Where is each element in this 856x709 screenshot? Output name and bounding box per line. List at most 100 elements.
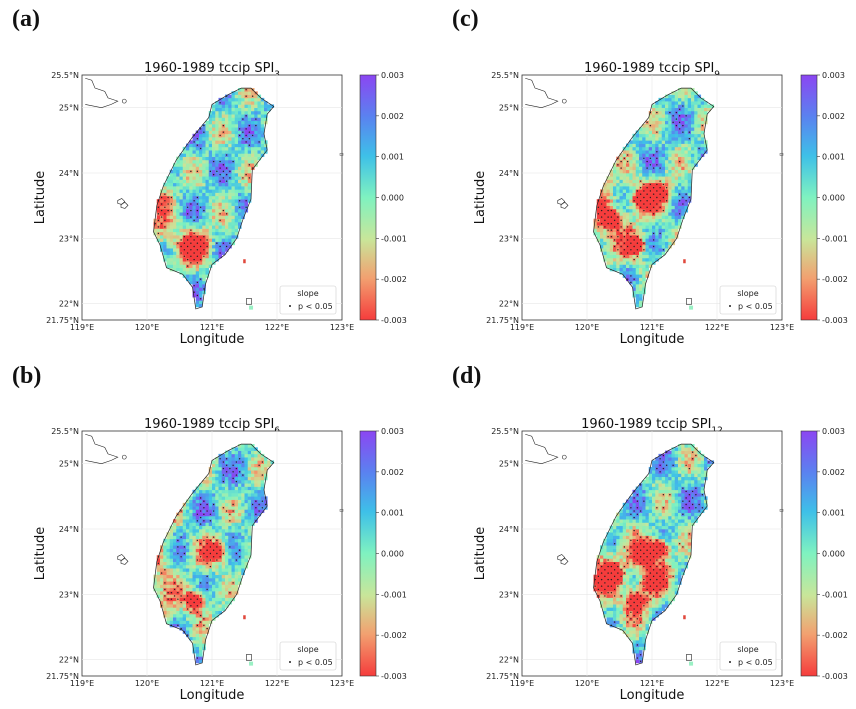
significance-dot: [620, 160, 622, 163]
significance-dot: [656, 131, 658, 133]
heat-cell: [622, 251, 627, 255]
heat-cell: [169, 231, 174, 236]
heat-cell: [629, 218, 633, 223]
heat-cell: [238, 124, 242, 128]
heat-cell: [231, 499, 236, 504]
heat-cell: [257, 493, 262, 497]
heat-cell: [225, 189, 229, 193]
heat-cell: [251, 522, 255, 527]
heat-cell: [639, 169, 643, 174]
heat-cell: [251, 140, 255, 144]
heat-cell: [231, 137, 236, 141]
significance-dot: [261, 474, 264, 476]
heat-cell: [629, 182, 633, 187]
heat-cell: [221, 114, 226, 118]
heat-cell: [626, 199, 630, 203]
heat-cell: [199, 545, 203, 549]
heat-cell: [635, 303, 640, 308]
heat-cell: [160, 555, 164, 559]
heat-cell: [642, 159, 646, 164]
heat-cell: [247, 91, 252, 95]
heat-cell: [655, 153, 659, 157]
significance-dot: [193, 232, 195, 235]
heat-cell: [234, 578, 239, 582]
heat-cell: [218, 558, 223, 562]
heat-cell: [228, 564, 232, 569]
heat-cell: [195, 238, 200, 242]
heat-cell: [674, 173, 679, 177]
heat-cell: [626, 522, 630, 527]
significance-dot: [613, 226, 616, 228]
heat-cell: [173, 182, 177, 187]
heat-cell: [691, 91, 695, 95]
heat-cell: [648, 264, 653, 269]
heat-cell: [260, 493, 265, 497]
significance-dot: [678, 128, 681, 130]
heat-cell: [221, 489, 226, 494]
heat-cell: [668, 97, 672, 102]
significance-dot: [639, 180, 642, 182]
heat-cell: [648, 222, 653, 226]
heat-cell: [231, 506, 236, 510]
heat-cell: [238, 558, 242, 562]
significance-dot: [196, 138, 199, 140]
heat-cell: [173, 173, 177, 177]
heat-cell: [189, 581, 193, 585]
heat-cell: [635, 293, 640, 298]
heat-cell: [241, 522, 245, 527]
heat-cell: [199, 564, 203, 569]
heat-cell: [674, 137, 679, 141]
heat-cell: [678, 169, 682, 174]
heat-cell: [241, 156, 245, 161]
heat-cell: [684, 110, 689, 115]
heat-cell: [173, 574, 177, 579]
heat-cell: [629, 238, 633, 242]
significance-dot: [617, 249, 619, 251]
heat-cell: [629, 251, 633, 255]
heat-cell: [215, 483, 219, 487]
heat-cell: [606, 186, 611, 190]
heat-cell: [205, 578, 210, 582]
heat-cell: [231, 143, 236, 148]
heat-cell: [606, 244, 611, 249]
heat-cell: [212, 483, 216, 487]
significance-dot: [183, 249, 186, 251]
heat-cell: [264, 463, 268, 468]
heat-cell: [678, 137, 682, 141]
heat-cell: [221, 499, 226, 504]
heat-cell: [176, 169, 180, 174]
heat-cell: [665, 248, 669, 252]
heat-cell: [613, 535, 617, 540]
heat-cell: [626, 212, 630, 216]
heat-cell: [645, 238, 650, 242]
heat-cell: [195, 192, 200, 197]
heat-cell: [661, 199, 666, 203]
significance-dot: [199, 614, 202, 617]
heat-cell: [182, 244, 187, 249]
heat-cell: [166, 241, 171, 246]
heat-cell: [613, 522, 617, 527]
heat-cell: [234, 120, 239, 125]
panel-label: (c): [452, 6, 479, 32]
significance-dot: [600, 222, 603, 225]
heat-cell: [687, 117, 692, 122]
significance-dot: [222, 170, 225, 173]
heat-cell: [231, 218, 236, 223]
heat-cell: [603, 584, 607, 589]
edge-marker: [779, 153, 784, 156]
heat-cell: [616, 522, 620, 527]
colorbar: [359, 74, 377, 321]
heat-cell: [218, 502, 223, 507]
heat-cell: [238, 483, 242, 487]
heat-cell: [260, 153, 265, 157]
significance-dot: [643, 196, 645, 199]
heat-cell: [182, 156, 187, 161]
heat-cell: [225, 235, 229, 239]
heat-cell: [244, 156, 249, 161]
heat-cell: [195, 496, 200, 500]
heat-cell: [678, 222, 682, 226]
heat-cell: [687, 153, 692, 157]
heat-cell: [212, 545, 216, 549]
heat-cell: [156, 587, 161, 592]
heat-cell: [648, 117, 653, 122]
